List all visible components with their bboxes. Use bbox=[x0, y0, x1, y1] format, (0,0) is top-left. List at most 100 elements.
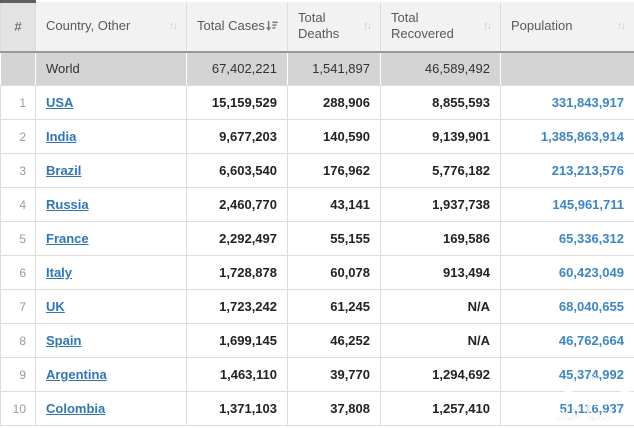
table-row-india: 2 India 9,677,203 140,590 9,139,901 1,38… bbox=[0, 119, 634, 154]
sort-toggle-icon[interactable]: ↑↓ bbox=[617, 20, 626, 32]
column-header-rank[interactable]: # bbox=[0, 0, 36, 53]
country-cell: France bbox=[35, 221, 187, 256]
population-cell: 46,762,664 bbox=[500, 323, 634, 358]
world-total-recovered: 46,589,492 bbox=[380, 51, 501, 86]
country-link-italy[interactable]: Italy bbox=[46, 265, 73, 280]
total-cases-cell: 1,728,878 bbox=[186, 255, 288, 290]
country-link-france[interactable]: France bbox=[46, 231, 89, 246]
total-deaths-cell: 46,252 bbox=[287, 323, 381, 358]
column-header-country[interactable]: Country, Other ↑↓ bbox=[35, 1, 187, 53]
table-row-colombia: 10 Colombia 1,371,103 37,808 1,257,410 5… bbox=[0, 391, 634, 426]
world-summary-row: World 67,402,221 1,541,897 46,589,492 bbox=[0, 51, 634, 86]
population-cell: 68,040,655 bbox=[500, 289, 634, 324]
country-cell: Argentina bbox=[35, 357, 187, 392]
rank-cell: 10 bbox=[0, 391, 36, 426]
country-link-argentina[interactable]: Argentina bbox=[46, 367, 107, 382]
total-deaths-cell: 288,906 bbox=[287, 85, 381, 120]
total-recovered-cell: N/A bbox=[380, 323, 501, 358]
country-link-uk[interactable]: UK bbox=[46, 299, 65, 314]
country-link-usa[interactable]: USA bbox=[46, 95, 74, 110]
total-recovered-cell: 5,776,182 bbox=[380, 153, 501, 188]
column-label-total-cases: Total Cases bbox=[197, 18, 265, 33]
rank-cell: 8 bbox=[0, 323, 36, 358]
rank-cell: 4 bbox=[0, 187, 36, 222]
sort-toggle-icon[interactable]: ↑↓ bbox=[483, 20, 492, 32]
total-recovered-cell: 913,494 bbox=[380, 255, 501, 290]
sort-toggle-icon[interactable]: ↑↓ bbox=[169, 20, 178, 32]
total-cases-cell: 6,603,540 bbox=[186, 153, 288, 188]
total-deaths-cell: 61,245 bbox=[287, 289, 381, 324]
rank-cell: 5 bbox=[0, 221, 36, 256]
country-cell: Russia bbox=[35, 187, 187, 222]
country-link-india[interactable]: India bbox=[46, 129, 77, 144]
country-link-brazil[interactable]: Brazil bbox=[46, 163, 82, 178]
rank-cell: 6 bbox=[0, 255, 36, 290]
sort-descending-icon[interactable] bbox=[265, 20, 278, 33]
population-cell: 145,961,711 bbox=[500, 187, 634, 222]
population-cell: 45,374,992 bbox=[500, 357, 634, 392]
country-link-russia[interactable]: Russia bbox=[46, 197, 89, 212]
sort-toggle-icon[interactable]: ↑↓ bbox=[363, 20, 372, 32]
country-cell: Colombia bbox=[35, 391, 187, 426]
population-cell: 213,213,576 bbox=[500, 153, 634, 188]
total-recovered-cell: 1,257,410 bbox=[380, 391, 501, 426]
table-row-usa: 1 USA 15,159,529 288,906 8,855,593 331,8… bbox=[0, 85, 634, 120]
total-deaths-cell: 60,078 bbox=[287, 255, 381, 290]
country-link-spain[interactable]: Spain bbox=[46, 333, 82, 348]
world-population bbox=[500, 51, 634, 86]
rank-cell: 7 bbox=[0, 289, 36, 324]
table-row-spain: 8 Spain 1,699,145 46,252 N/A 46,762,664 bbox=[0, 323, 634, 358]
total-deaths-cell: 176,962 bbox=[287, 153, 381, 188]
column-header-population[interactable]: Population ↑↓ bbox=[500, 1, 634, 53]
table-body: World 67,402,221 1,541,897 46,589,492 1 … bbox=[0, 51, 634, 426]
world-label: World bbox=[35, 51, 187, 86]
table-row-uk: 7 UK 1,723,242 61,245 N/A 68,040,655 bbox=[0, 289, 634, 324]
population-cell: 60,423,049 bbox=[500, 255, 634, 290]
country-cell: Spain bbox=[35, 323, 187, 358]
population-cell: 331,843,917 bbox=[500, 85, 634, 120]
total-cases-cell: 1,371,103 bbox=[186, 391, 288, 426]
country-cell: Italy bbox=[35, 255, 187, 290]
total-cases-cell: 2,460,770 bbox=[186, 187, 288, 222]
header-row: # Country, Other ↑↓ Total Cases bbox=[0, 0, 634, 53]
total-deaths-cell: 39,770 bbox=[287, 357, 381, 392]
country-cell: Brazil bbox=[35, 153, 187, 188]
total-cases-cell: 9,677,203 bbox=[186, 119, 288, 154]
rank-cell: 1 bbox=[0, 85, 36, 120]
total-recovered-cell: 169,586 bbox=[380, 221, 501, 256]
total-deaths-cell: 140,590 bbox=[287, 119, 381, 154]
total-cases-cell: 2,292,497 bbox=[186, 221, 288, 256]
column-label-rank: # bbox=[14, 18, 22, 34]
column-label-country: Country, Other bbox=[46, 18, 131, 33]
total-recovered-cell: 1,937,738 bbox=[380, 187, 501, 222]
table-row-france: 5 France 2,292,497 55,155 169,586 65,336… bbox=[0, 221, 634, 256]
population-cell: 65,336,312 bbox=[500, 221, 634, 256]
total-cases-cell: 1,723,242 bbox=[186, 289, 288, 324]
total-recovered-cell: 8,855,593 bbox=[380, 85, 501, 120]
total-cases-cell: 1,699,145 bbox=[186, 323, 288, 358]
total-cases-cell: 15,159,529 bbox=[186, 85, 288, 120]
column-label-total-deaths: Total Deaths bbox=[298, 10, 340, 41]
column-header-total-cases[interactable]: Total Cases bbox=[186, 1, 288, 53]
world-total-cases: 67,402,221 bbox=[186, 51, 288, 86]
total-deaths-cell: 37,808 bbox=[287, 391, 381, 426]
total-cases-cell: 1,463,110 bbox=[186, 357, 288, 392]
world-total-deaths: 1,541,897 bbox=[287, 51, 381, 86]
column-label-total-recovered: Total Recovered bbox=[391, 10, 454, 41]
country-cell: USA bbox=[35, 85, 187, 120]
country-link-colombia[interactable]: Colombia bbox=[46, 401, 106, 416]
rank-cell: 2 bbox=[0, 119, 36, 154]
column-header-total-deaths[interactable]: Total Deaths ↑↓ bbox=[287, 1, 381, 53]
population-cell: 1,385,863,914 bbox=[500, 119, 634, 154]
total-recovered-cell: N/A bbox=[380, 289, 501, 324]
total-recovered-cell: 9,139,901 bbox=[380, 119, 501, 154]
rank-cell: 3 bbox=[0, 153, 36, 188]
population-cell: 51,116,937 bbox=[500, 391, 634, 426]
column-label-population: Population bbox=[511, 18, 573, 33]
table-row-italy: 6 Italy 1,728,878 60,078 913,494 60,423,… bbox=[0, 255, 634, 290]
table-row-brazil: 3 Brazil 6,603,540 176,962 5,776,182 213… bbox=[0, 153, 634, 188]
total-deaths-cell: 43,141 bbox=[287, 187, 381, 222]
column-header-total-recovered[interactable]: Total Recovered ↑↓ bbox=[380, 1, 501, 53]
